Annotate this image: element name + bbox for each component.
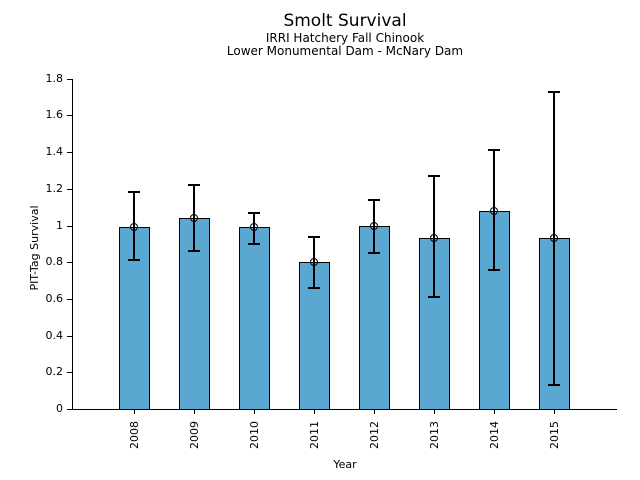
x-tick: [314, 410, 315, 414]
error-cap-bottom: [188, 250, 200, 252]
y-tick: [67, 372, 72, 373]
error-cap-top: [488, 149, 500, 151]
bar: [239, 227, 270, 410]
error-cap-top: [248, 212, 260, 214]
y-tick: [67, 152, 72, 153]
y-tick: [67, 189, 72, 190]
y-tick: [67, 336, 72, 337]
y-tick: [67, 262, 72, 263]
y-tick: [67, 226, 72, 227]
data-point-marker: [190, 214, 198, 222]
error-cap-bottom: [128, 259, 140, 261]
y-tick-label: 0.4: [45, 329, 64, 342]
y-tick: [67, 299, 72, 300]
x-tick: [194, 410, 195, 414]
error-cap-bottom: [368, 252, 380, 254]
y-tick: [67, 79, 72, 80]
y-tick-label: 0.6: [45, 292, 64, 305]
x-axis-label: Year: [333, 458, 357, 471]
data-point-marker: [490, 207, 498, 215]
error-cap-bottom: [488, 269, 500, 271]
y-tick-label: 0.2: [45, 365, 64, 378]
error-cap-top: [308, 236, 320, 238]
data-point-marker: [550, 234, 558, 242]
y-tick-label: 1.6: [45, 108, 64, 121]
y-tick-label: 1.2: [45, 182, 64, 195]
data-point-marker: [250, 223, 258, 231]
x-tick: [434, 410, 435, 414]
x-tick: [374, 410, 375, 414]
error-cap-top: [368, 199, 380, 201]
y-tick-label: 0.8: [45, 255, 64, 268]
y-tick: [67, 409, 72, 410]
data-point-marker: [370, 222, 378, 230]
chart-subtitle-line1: IRRI Hatchery Fall Chinook: [265, 31, 425, 45]
x-tick: [554, 410, 555, 414]
error-cap-top: [428, 175, 440, 177]
data-point-marker: [310, 258, 318, 266]
x-axis-spine: [72, 409, 617, 410]
error-cap-bottom: [308, 287, 320, 289]
y-tick-label: 1.8: [45, 72, 64, 85]
y-tick-label: 0: [56, 402, 63, 415]
error-cap-bottom: [248, 243, 260, 245]
chart-subtitle-line2: Lower Monumental Dam - McNary Dam: [226, 44, 464, 58]
y-tick-label: 1: [56, 219, 63, 232]
y-tick-label: 1.4: [45, 145, 64, 158]
x-tick: [134, 410, 135, 414]
x-tick: [494, 410, 495, 414]
y-axis-spine: [72, 78, 73, 409]
x-tick: [254, 410, 255, 414]
data-point-marker: [430, 234, 438, 242]
error-cap-top: [188, 184, 200, 186]
chart-title: Smolt Survival: [283, 11, 407, 31]
error-cap-top: [548, 91, 560, 93]
error-cap-bottom: [548, 384, 560, 386]
error-cap-top: [128, 191, 140, 193]
data-point-marker: [130, 223, 138, 231]
y-tick: [67, 115, 72, 116]
error-cap-bottom: [428, 296, 440, 298]
bar: [359, 226, 390, 410]
